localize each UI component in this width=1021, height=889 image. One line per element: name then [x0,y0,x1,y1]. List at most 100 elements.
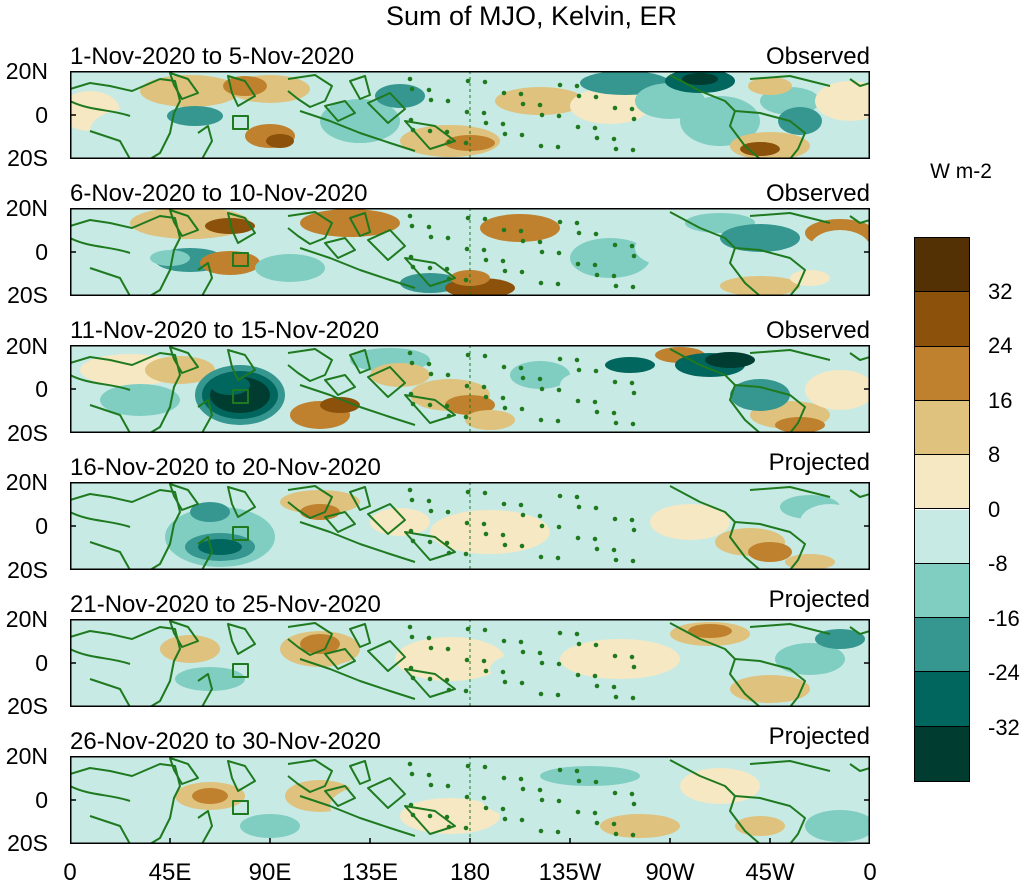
island-dot [613,694,619,700]
island-dot [555,144,561,150]
coastline [197,262,213,296]
island-dot [446,824,452,830]
island-dot [519,680,525,686]
island-dot [630,147,636,153]
coastline [729,247,761,296]
coastline [227,760,256,792]
island-dot [500,258,506,264]
island-dot [630,558,636,564]
island-dot [556,113,562,119]
panel-2-date-range: 6-Nov-2020 to 10-Nov-2020 [70,180,368,207]
island-dot [428,508,434,514]
coastline [299,521,416,563]
anomaly-contour [560,371,620,399]
island-dot [465,626,471,632]
island-dot [594,683,600,689]
island-dot [557,630,563,636]
island-dot [407,350,413,356]
island-dot [464,109,470,115]
coastline [227,212,256,244]
anomaly-contour [680,96,760,146]
coastline [169,757,199,785]
lon-label-45w: 45W [745,859,795,886]
island-dot [592,262,598,268]
anomaly-contour [150,250,190,266]
lon-label-0-east: 0 [863,859,877,886]
island-dot [631,664,637,670]
anomaly-contour [688,624,732,638]
colorbar-swatch [915,618,969,673]
island-dot [446,413,452,419]
coastline [232,526,249,541]
island-dot [520,238,526,244]
coastline [729,795,761,844]
island-dot [613,146,619,152]
island-dot [444,814,450,820]
island-dot [555,281,561,287]
colorbar-tick-label: -8 [988,551,1008,576]
island-dot [427,128,433,134]
island-dot [593,779,599,785]
island-dot [464,520,470,526]
island-dot [555,829,561,835]
island-dot [501,638,507,644]
island-dot [445,783,451,789]
coastline [349,75,371,100]
anomaly-contour [748,77,792,95]
coastline [669,485,806,570]
coastline [70,78,181,159]
coastline [669,74,806,159]
island-dot [631,801,637,807]
coastline [367,229,406,261]
island-dot [576,230,582,236]
island-dot [463,688,469,694]
coastline [287,485,333,519]
anomaly-contour [635,230,705,266]
anomaly-contour [570,238,650,278]
coastline [197,125,213,159]
panel-1-map [70,71,870,159]
coastline [729,110,761,159]
coastline [324,237,356,259]
island-dot [407,213,413,219]
island-dot [428,234,434,240]
anomaly-contour [330,786,410,826]
anomaly-contour [785,554,835,570]
coastlines [70,620,870,707]
coastline [849,489,870,498]
anomaly-contour [450,270,490,286]
island-dot [630,421,636,427]
anomaly-field [85,622,865,703]
island-dot [629,380,635,386]
anomaly-contour [800,504,860,540]
island-dot [408,254,414,260]
island-dot [519,269,525,275]
colorbar-tick-label: 16 [988,388,1013,413]
island-dot [464,657,470,663]
anomaly-contour [430,510,550,554]
coastline [349,349,371,374]
island-dot [576,778,582,784]
island-dot [575,535,581,541]
coastline [232,252,249,267]
colorbar [914,237,970,782]
island-dot [408,802,414,808]
island-dot [446,687,452,693]
coastlines [70,757,870,844]
coastline [287,74,333,108]
coastline [197,536,213,570]
island-dot [520,512,526,518]
colorbar-tick-label: 24 [988,333,1013,358]
panel-5-date-range: 21-Nov-2020 to 25-Nov-2020 [70,591,381,618]
island-dot [427,539,433,545]
coastline [299,795,416,837]
anomaly-contour [370,363,430,387]
coastline [404,668,456,698]
island-dot [613,420,619,426]
panel-3-map [70,345,870,433]
anomaly-contour [790,270,830,286]
coastline [669,348,806,433]
island-dot [539,523,545,529]
anomaly-contour [510,361,570,389]
coastline [299,247,416,289]
